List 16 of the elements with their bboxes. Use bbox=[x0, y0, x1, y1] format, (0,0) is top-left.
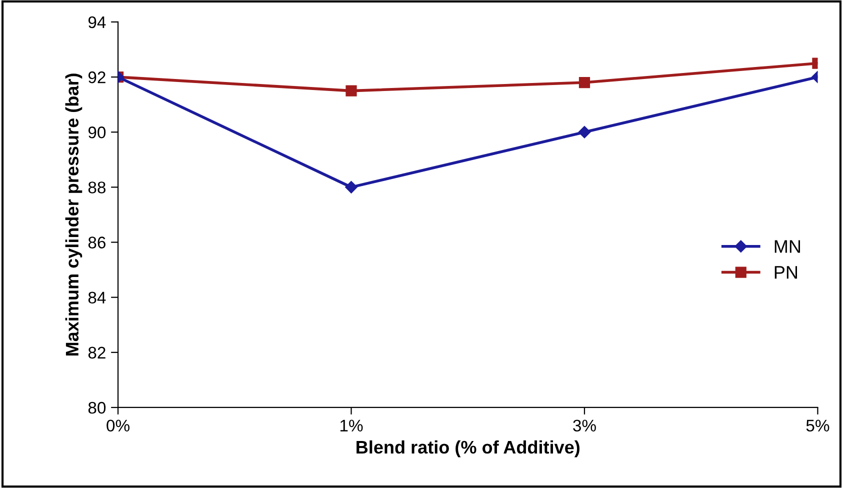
y-tick-label: 94 bbox=[88, 16, 106, 28]
legend-label: PN bbox=[774, 266, 797, 279]
x-tick-label: 0% bbox=[106, 420, 130, 432]
y-tick-label: 88 bbox=[88, 182, 106, 194]
x-tick-label: 1% bbox=[340, 420, 363, 432]
legend-label: MN bbox=[774, 240, 800, 253]
y-tick-label: 86 bbox=[88, 236, 106, 248]
x-tick-label: 3% bbox=[573, 420, 596, 432]
y-tick-label: 90 bbox=[88, 126, 106, 138]
y-tick-label: 80 bbox=[88, 402, 106, 414]
x-tick-label: 5% bbox=[806, 420, 830, 432]
y-tick-label: 84 bbox=[88, 292, 106, 304]
y-tick-label: 92 bbox=[88, 71, 106, 84]
y-tick-label: 82 bbox=[88, 346, 106, 359]
y-axis-title: Maximum cylinder pressure (bar) bbox=[65, 74, 82, 356]
x-axis-title: Blend ratio (% of Additive) bbox=[356, 440, 580, 458]
